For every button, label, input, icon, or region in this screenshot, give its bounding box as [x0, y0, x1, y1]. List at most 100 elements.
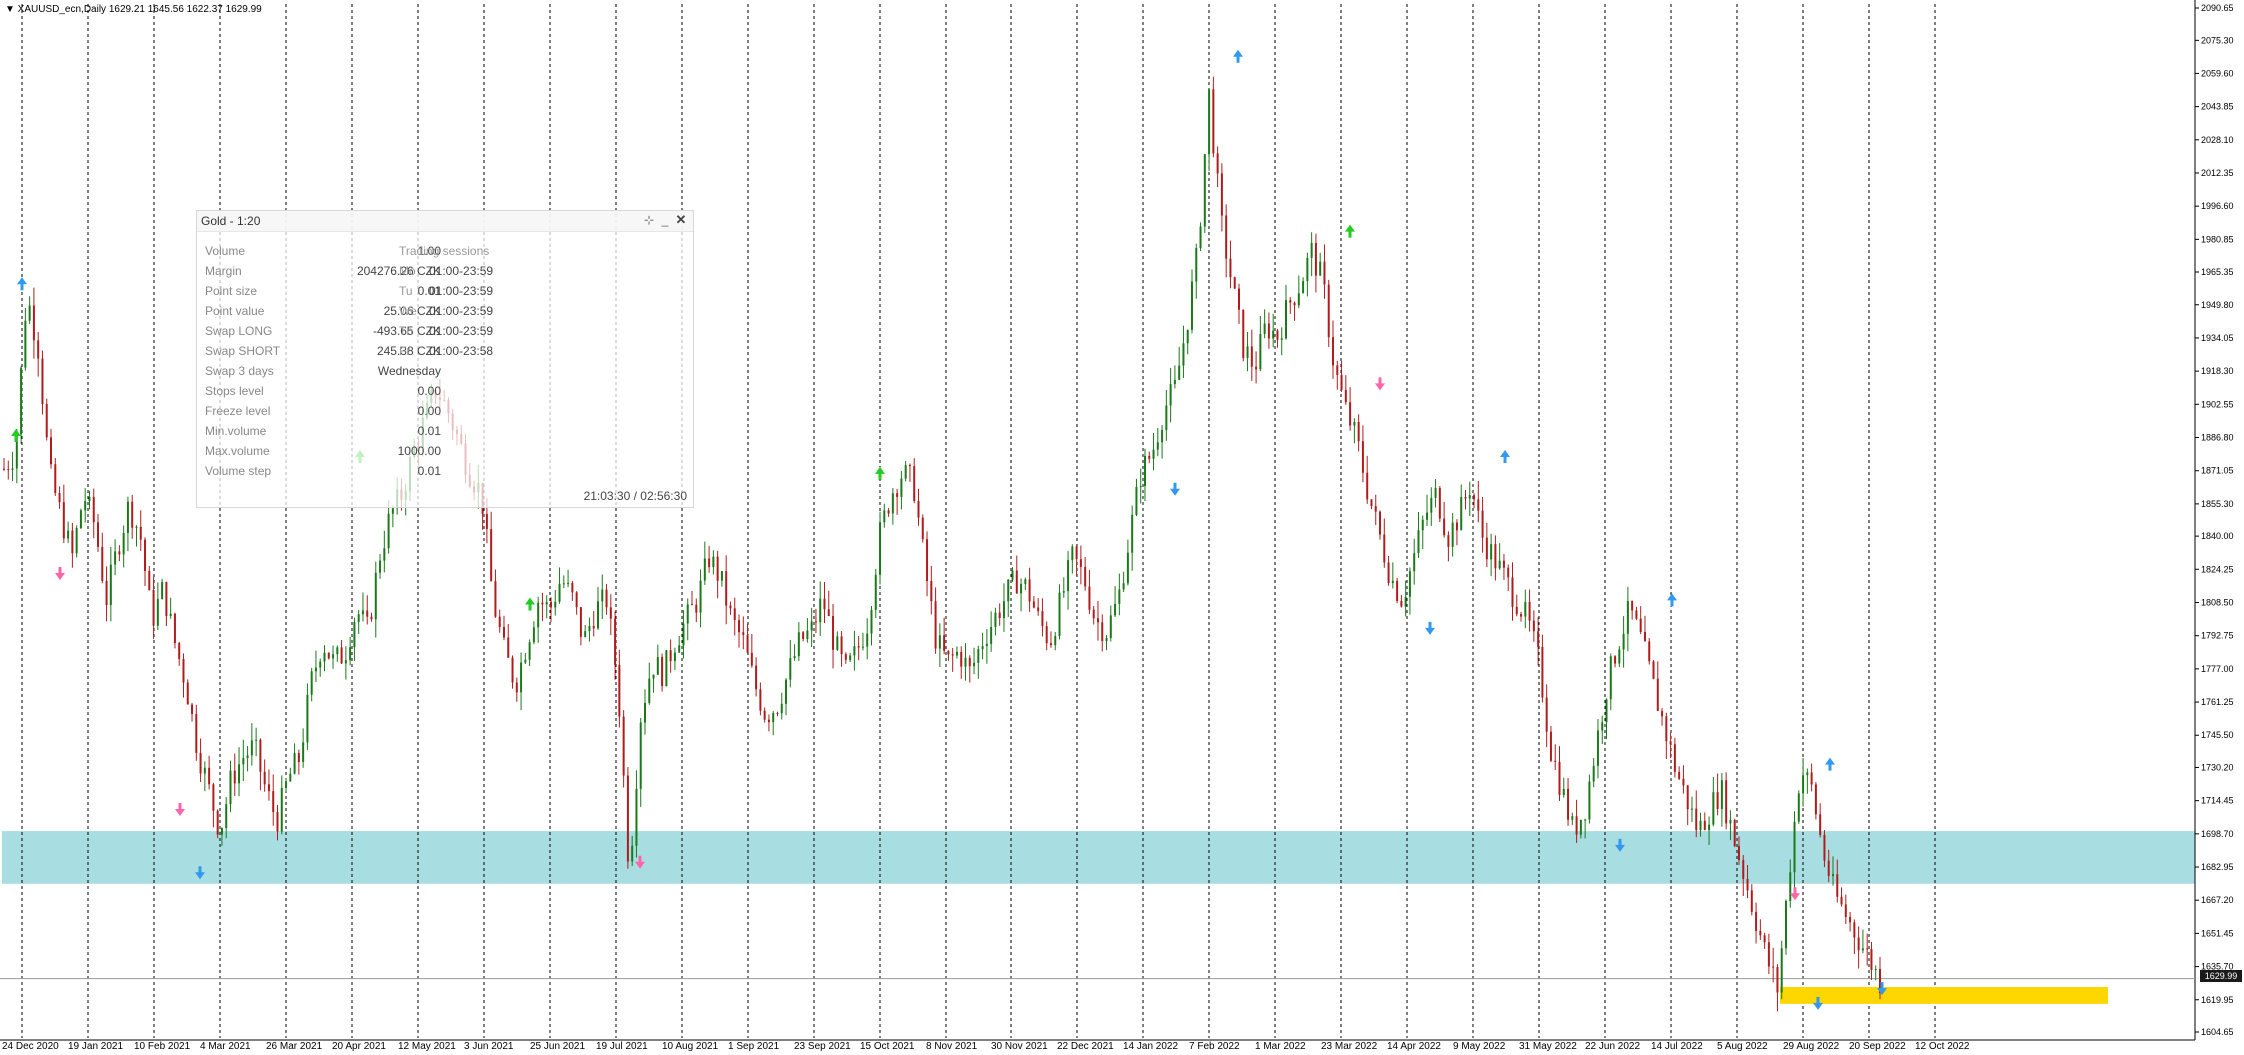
move-icon[interactable]: ⊹: [643, 213, 655, 227]
candle-body: [1708, 824, 1711, 831]
candle-body: [1575, 816, 1578, 835]
sell-arrow-icon: [1615, 838, 1625, 852]
price-axis-label: 1604.65: [2201, 1027, 2234, 1037]
candle-body: [562, 583, 565, 585]
candle-body: [1306, 257, 1309, 282]
candle-body: [998, 612, 1001, 618]
time-axis-label: 29 Aug 2022: [1783, 1041, 1840, 1052]
candle-body: [1096, 618, 1099, 623]
candle-body: [682, 623, 685, 646]
candle-body: [1396, 580, 1399, 601]
candle-body: [725, 571, 728, 606]
candle-body: [588, 626, 591, 632]
spec-row: Max.volume 1000.00: [197, 441, 693, 461]
sell-arrow-icon: [1425, 621, 1435, 635]
candle-body: [733, 608, 736, 621]
candle-body: [1652, 661, 1655, 679]
candle-body: [502, 627, 505, 638]
candle-body: [220, 827, 223, 835]
time-axis-label: 14 Jan 2022: [1123, 1041, 1178, 1052]
candle-body: [1682, 778, 1685, 786]
candle-body: [92, 496, 95, 523]
time-axis-label: 1 Sep 2021: [728, 1041, 780, 1052]
candle-body: [1272, 330, 1275, 339]
candle-body: [3, 468, 5, 470]
candle-body: [1750, 890, 1753, 912]
price-axis-label: 2012.35: [2201, 168, 2234, 178]
candle-body: [1011, 570, 1014, 580]
candle-body: [156, 598, 159, 626]
price-axis-label: 2075.30: [2201, 35, 2234, 45]
candle-body: [1195, 248, 1198, 282]
candle-body: [229, 770, 232, 805]
price-axis-label: 1619.95: [2201, 995, 2234, 1005]
sell-arrow-icon: [175, 803, 185, 817]
candle-body: [152, 590, 155, 626]
candle-body: [11, 468, 14, 470]
candle-body: [1477, 499, 1480, 511]
candle-body: [186, 682, 189, 705]
spec-row: Point size 0.01: [197, 281, 693, 301]
spec-label: Volume step: [205, 464, 272, 478]
candle-body: [1622, 633, 1625, 650]
candle-body: [109, 564, 112, 606]
spec-value: Wednesday: [377, 364, 441, 378]
candle-body: [1002, 601, 1005, 618]
panel-header[interactable]: Gold - 1:20 ⊹ _ ✕: [197, 211, 693, 232]
candle-body: [1686, 785, 1689, 810]
candle-body: [832, 616, 835, 650]
candle-body: [1532, 620, 1535, 632]
minimize-icon[interactable]: _: [661, 213, 669, 227]
time-axis-label: 10 Aug 2021: [662, 1041, 719, 1052]
spec-label: Volume: [205, 244, 246, 258]
candle-body: [1391, 580, 1394, 584]
candle-body: [840, 636, 843, 655]
price-axis-label: 1635.70: [2201, 962, 2234, 972]
candle-body: [626, 775, 629, 862]
time-axis-label: 12 May 2021: [398, 1041, 456, 1052]
candle-body: [1874, 969, 1877, 971]
price-axis-label: 1698.70: [2201, 829, 2234, 839]
candle-body: [554, 601, 557, 608]
price-axis-label: 1808.50: [2201, 597, 2234, 607]
price-axis-label: 1730.20: [2201, 762, 2234, 772]
candle-body: [165, 581, 168, 617]
candle-body: [686, 604, 689, 624]
candle-body: [644, 702, 647, 723]
candle-body: [327, 652, 330, 659]
candle-body: [1742, 859, 1745, 879]
candle-body: [1567, 788, 1570, 820]
candle-body: [1079, 559, 1082, 567]
candle-body: [1746, 878, 1749, 891]
candle-body: [729, 605, 732, 609]
candle-body: [1015, 570, 1018, 594]
candle-body: [802, 632, 805, 639]
spec-label: Margin: [205, 264, 242, 278]
symbol-specification-panel[interactable]: Gold - 1:20 ⊹ _ ✕ Volume 1.00 Margin 204276…: [196, 210, 694, 508]
candle-body: [511, 657, 514, 683]
time-axis-label: 3 Jun 2021: [464, 1041, 514, 1052]
candle-body: [122, 532, 125, 555]
candle-body: [1669, 741, 1672, 745]
spec-value: 25.06 CZK: [383, 304, 441, 318]
candle-body: [1725, 780, 1728, 824]
candle-body: [212, 784, 215, 811]
candle-body: [126, 501, 129, 533]
close-icon[interactable]: ✕: [675, 212, 687, 227]
candle-body: [1173, 379, 1176, 385]
candle-body: [1759, 930, 1762, 936]
candle-body: [1720, 780, 1723, 810]
candle-body: [789, 658, 792, 680]
candle-body: [994, 612, 997, 627]
time-axis-label: 7 Feb 2022: [1189, 1041, 1240, 1052]
price-axis-label: 1902.55: [2201, 399, 2234, 409]
candle-body: [1661, 710, 1664, 717]
candle-body: [1216, 153, 1219, 174]
candle-body: [968, 657, 971, 667]
candle-body: [297, 753, 300, 763]
buy-arrow-icon: [525, 597, 535, 611]
spec-row: Stops level 0.00: [197, 381, 693, 401]
candle-body: [1755, 911, 1758, 931]
